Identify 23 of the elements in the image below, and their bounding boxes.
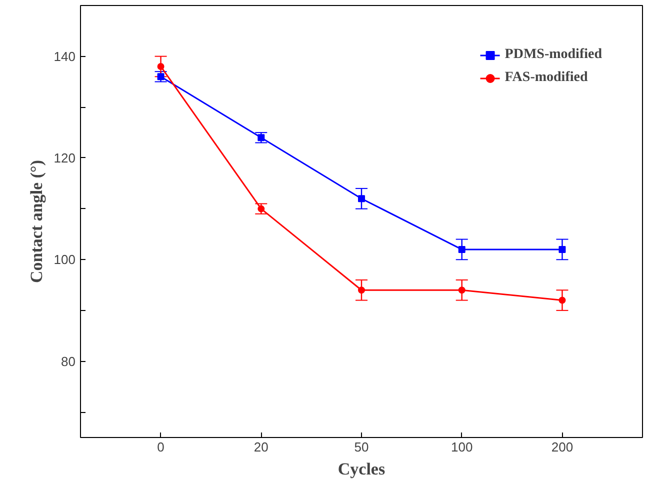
x-tick-label: 200 <box>551 440 574 454</box>
point <box>157 73 164 80</box>
point <box>558 246 566 253</box>
x-tick-label: 100 <box>451 440 473 454</box>
point <box>358 195 365 202</box>
point <box>358 286 365 294</box>
x-axis-title: Cycles <box>338 460 386 478</box>
x-tick-label: 50 <box>354 440 369 454</box>
y-tick-label: 140 <box>54 48 76 64</box>
legend-label: FAS-modified <box>504 70 588 86</box>
point <box>258 134 265 142</box>
point <box>558 296 566 304</box>
point <box>258 205 265 212</box>
y-tick-label: 120 <box>54 150 76 166</box>
x-tick-label: 0 <box>157 440 164 454</box>
point <box>458 286 466 294</box>
x-tick-label: 20 <box>254 440 268 454</box>
y-tick-label: 80 <box>61 354 76 369</box>
y-tick-label: 100 <box>54 252 76 268</box>
y-axis-title: Contact angle (°) <box>26 160 46 283</box>
point <box>157 62 164 70</box>
legend-label: PDMS-modified <box>504 47 602 63</box>
point <box>458 246 466 253</box>
